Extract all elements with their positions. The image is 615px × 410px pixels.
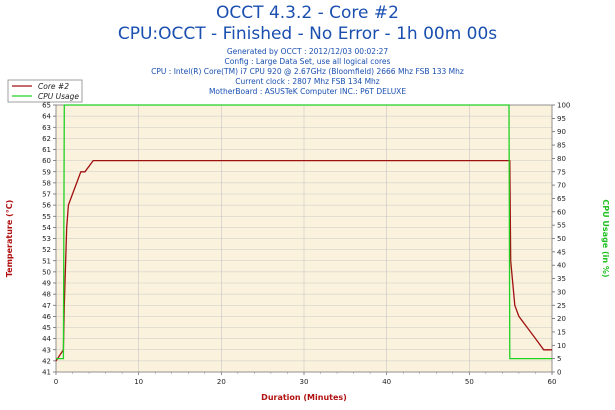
y-axis-label: Temperature (°C) bbox=[5, 200, 14, 278]
y2-tick-label: 100 bbox=[557, 102, 570, 110]
y2-tick-label: 70 bbox=[557, 182, 566, 190]
x-axis-label: Duration (Minutes) bbox=[261, 393, 347, 402]
y2-tick-label: 0 bbox=[557, 369, 561, 377]
y-tick-label: 54 bbox=[42, 224, 51, 232]
y-tick-label: 42 bbox=[42, 357, 51, 365]
y-tick-label: 45 bbox=[42, 324, 51, 332]
y2-tick-label: 90 bbox=[557, 128, 566, 136]
cpu-usage-line bbox=[56, 104, 552, 360]
x-tick-label: 10 bbox=[134, 378, 143, 386]
y2-tick-label: 25 bbox=[557, 302, 566, 310]
y2-tick-label: 65 bbox=[557, 195, 566, 203]
y2-tick-label: 60 bbox=[557, 208, 566, 216]
y-tick-label: 41 bbox=[42, 369, 51, 377]
info-generated: Generated by OCCT : 2012/12/03 00:02:27 bbox=[226, 47, 389, 56]
y2-tick-label: 45 bbox=[557, 248, 566, 256]
legend-label-usage: CPU Usage bbox=[38, 92, 79, 101]
x-tick-label: 20 bbox=[217, 378, 226, 386]
y2-tick-label: 40 bbox=[557, 262, 566, 270]
y-tick-label: 43 bbox=[42, 346, 51, 354]
y-tick-label: 50 bbox=[42, 268, 51, 276]
y2-tick-label: 35 bbox=[557, 275, 566, 283]
y-tick-label: 63 bbox=[42, 124, 51, 132]
y-tick-label: 44 bbox=[42, 335, 51, 343]
legend: Core #2 CPU Usage bbox=[7, 79, 83, 103]
y-tick-label: 64 bbox=[42, 113, 51, 121]
y-tick-label: 55 bbox=[42, 213, 51, 221]
legend-label-core: Core #2 bbox=[38, 82, 69, 91]
chart-title: OCCT 4.3.2 - Core #2 bbox=[216, 3, 399, 23]
y2-tick-label: 15 bbox=[557, 328, 566, 336]
core-temperature-line bbox=[55, 159, 552, 362]
y-tick-label: 49 bbox=[42, 280, 51, 288]
y-tick-label: 60 bbox=[42, 157, 51, 165]
y2-tick-label: 80 bbox=[557, 155, 566, 163]
x-tick-label: 30 bbox=[300, 378, 309, 386]
x-tick-label: 0 bbox=[54, 378, 58, 386]
tick-labels: 4142434445464748495051525354555657585960… bbox=[42, 102, 570, 387]
info-motherboard: MotherBoard : ASUSTeK Computer INC.: P6T… bbox=[208, 87, 407, 96]
y2-tick-label: 10 bbox=[557, 342, 566, 350]
y-tick-label: 62 bbox=[42, 135, 51, 143]
y-tick-label: 58 bbox=[42, 179, 51, 187]
y2-tick-label: 75 bbox=[557, 168, 566, 176]
y-tick-label: 61 bbox=[42, 146, 51, 154]
y-tick-label: 57 bbox=[42, 191, 51, 199]
y2-tick-label: 95 bbox=[557, 115, 566, 123]
y2-tick-label: 30 bbox=[557, 288, 566, 296]
x-tick-label: 50 bbox=[465, 378, 474, 386]
y2-tick-label: 5 bbox=[557, 355, 561, 363]
chart-subtitle: CPU:OCCT - Finished - No Error - 1h 00m … bbox=[117, 24, 498, 44]
y-tick-label: 65 bbox=[42, 102, 51, 110]
y-tick-label: 59 bbox=[42, 168, 51, 176]
info-cpu: CPU : Intel(R) Core(TM) i7 CPU 920 @ 2.6… bbox=[151, 67, 464, 76]
y-tick-label: 47 bbox=[42, 302, 51, 310]
grid-lines bbox=[56, 105, 552, 372]
y-tick-label: 53 bbox=[42, 235, 51, 243]
y2-tick-label: 50 bbox=[557, 235, 566, 243]
y2-tick-label: 55 bbox=[557, 222, 566, 230]
y-tick-label: 48 bbox=[42, 291, 51, 299]
series-layer bbox=[55, 104, 552, 362]
info-clock: Current clock : 2807 Mhz FSB 134 Mhz bbox=[235, 77, 380, 86]
info-config: Config : Large Data Set, use all logical… bbox=[224, 57, 391, 66]
x-tick-label: 40 bbox=[382, 378, 391, 386]
y-tick-label: 51 bbox=[42, 257, 51, 265]
y-tick-label: 52 bbox=[42, 246, 51, 254]
y-tick-label: 56 bbox=[42, 202, 51, 210]
y2-tick-label: 85 bbox=[557, 142, 566, 150]
y2-axis-label: CPU Usage (in %) bbox=[601, 199, 610, 277]
x-tick-label: 60 bbox=[548, 378, 557, 386]
y-tick-label: 46 bbox=[42, 313, 51, 321]
y2-tick-label: 20 bbox=[557, 315, 566, 323]
